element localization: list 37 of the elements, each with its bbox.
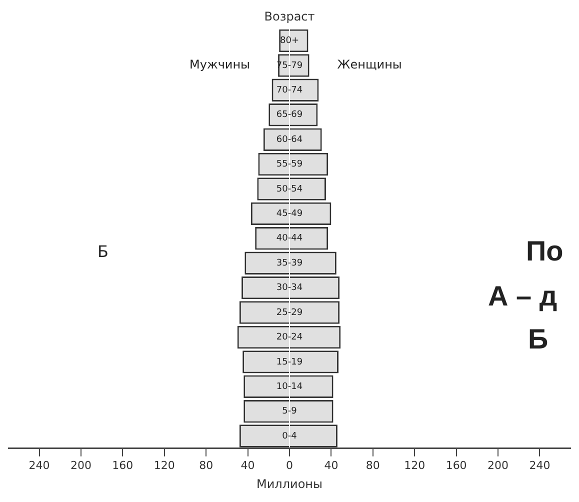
y-tick-label: 55-59 — [276, 160, 303, 170]
x-tick-label: 160 — [112, 458, 134, 472]
annotation: По — [526, 236, 564, 267]
y-tick-label: 0-4 — [282, 431, 298, 442]
x-tick-label: 200 — [488, 458, 509, 472]
y-tick-label: 35-39 — [276, 258, 303, 268]
y-tick-label: 45-49 — [276, 209, 303, 220]
y-tick-label: 25-29 — [276, 308, 303, 318]
x-tick-label: 200 — [70, 458, 92, 472]
series-label: Женщины — [337, 58, 402, 72]
y-tick-label: 65-69 — [276, 110, 303, 120]
y-tick-label: 50-54 — [276, 184, 303, 194]
x-tick-label: 0 — [286, 458, 293, 472]
y-tick-label: 60-64 — [276, 134, 303, 145]
x-tick-label: 80 — [366, 458, 380, 472]
x-tick-label: 40 — [324, 458, 338, 472]
y-tick-label: 5-9 — [282, 406, 298, 417]
annotation: Б — [528, 324, 548, 355]
y-tick-label: 15-19 — [276, 357, 303, 368]
y-tick-label: 10-14 — [276, 382, 303, 392]
y-tick-label: 70-74 — [276, 86, 303, 96]
annotation: Б — [98, 242, 108, 262]
x-tick-label: 240 — [529, 458, 550, 472]
x-tick-label: 120 — [154, 458, 175, 472]
y-tick-label: 80+ — [280, 36, 299, 46]
x-tick-label: 160 — [446, 458, 467, 472]
y-tick-label: 40-44 — [276, 234, 303, 244]
x-tick-label: 240 — [28, 458, 50, 472]
chart-title: Возраст — [264, 9, 315, 24]
annotation: А – д — [488, 280, 558, 312]
y-tick-label: 20-24 — [276, 332, 303, 343]
x-tick-label: 80 — [199, 458, 214, 472]
x-tick-label: 40 — [240, 458, 255, 472]
x-tick-label: 120 — [404, 458, 426, 472]
text: Мужчины — [190, 58, 250, 72]
x-axis-title: Миллионы — [256, 476, 322, 491]
y-tick-label: 30-34 — [276, 283, 303, 294]
